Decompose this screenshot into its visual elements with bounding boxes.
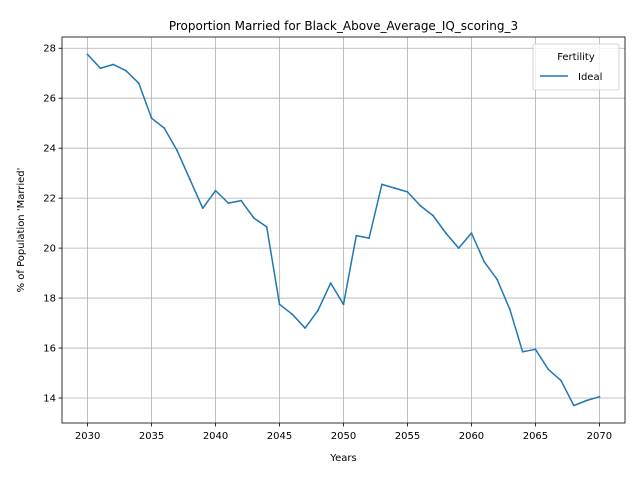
data-point (304, 327, 307, 329)
x-tick-label: 2050 (331, 431, 356, 442)
data-point (329, 282, 332, 284)
y-tick-label: 24 (43, 144, 56, 155)
data-point (265, 225, 268, 228)
y-tick-label: 26 (43, 94, 56, 105)
x-tick-label: 2030 (75, 431, 100, 442)
data-point (419, 204, 422, 207)
data-point (253, 217, 255, 220)
data-point (163, 127, 166, 130)
y-tick-label: 28 (43, 44, 56, 55)
data-point (457, 247, 460, 250)
data-point (125, 69, 127, 72)
data-point (560, 379, 562, 382)
x-axis-ticks: 2030 2035 2040 2045 2050 2055 2060 2065 2070 (75, 423, 612, 442)
data-point (99, 67, 102, 70)
x-tick-label: 2070 (587, 431, 612, 442)
data-point (355, 234, 358, 237)
data-point (317, 309, 319, 312)
data-point (547, 368, 550, 371)
data-point (86, 53, 89, 56)
y-tick-label: 22 (43, 194, 56, 205)
data-point (201, 207, 204, 210)
data-point (483, 260, 486, 263)
y-tick-label: 16 (43, 344, 56, 355)
data-point (534, 348, 537, 351)
legend-label-ideal: Ideal (578, 72, 602, 83)
data-point (496, 278, 498, 281)
x-tick-label: 2035 (139, 431, 164, 442)
legend-title: Fertility (557, 52, 595, 63)
data-point (470, 232, 473, 235)
data-point (137, 82, 140, 85)
data-point (227, 202, 230, 205)
data-point (508, 308, 511, 311)
x-axis-label: Years (329, 453, 356, 464)
y-axis-ticks: 14 16 18 20 22 24 26 28 (43, 44, 62, 405)
data-point (406, 190, 409, 193)
data-point (240, 199, 243, 202)
data-point (176, 149, 179, 152)
data-point (521, 350, 524, 353)
data-point (189, 178, 191, 181)
x-tick-label: 2065 (523, 431, 548, 442)
legend: Fertility Ideal (532, 43, 620, 91)
data-point (444, 232, 447, 235)
series-group (86, 53, 601, 407)
data-point (214, 189, 217, 192)
data-point (342, 303, 345, 306)
data-point (112, 63, 115, 66)
chart-title: Proportion Married for Black_Above_Avera… (169, 19, 518, 33)
grid-lines (62, 37, 625, 423)
data-point (278, 303, 281, 306)
x-tick-label: 2040 (203, 431, 228, 442)
x-tick-label: 2045 (267, 431, 292, 442)
plot-frame (61, 36, 626, 424)
data-point (150, 117, 153, 120)
y-tick-label: 20 (43, 244, 56, 255)
data-point (368, 237, 370, 240)
y-tick-label: 18 (43, 294, 56, 305)
x-tick-label: 2055 (395, 431, 420, 442)
data-point (585, 399, 588, 402)
data-point (598, 395, 601, 398)
data-point (380, 183, 383, 186)
y-axis-label: % of Population 'Married' (16, 168, 27, 293)
data-point (393, 187, 396, 190)
data-point (572, 404, 575, 407)
data-point (432, 214, 434, 217)
legend-box (532, 43, 620, 91)
data-point (291, 313, 294, 316)
y-tick-label: 14 (43, 394, 56, 405)
x-tick-label: 2060 (459, 431, 484, 442)
